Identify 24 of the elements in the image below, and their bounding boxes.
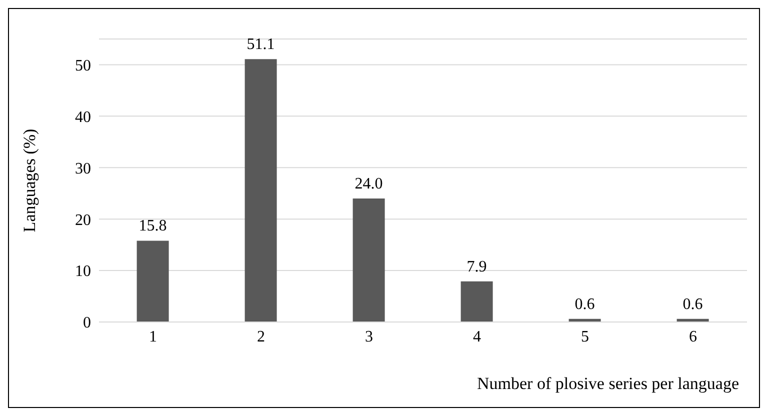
data-label: 51.1 — [246, 36, 275, 54]
data-label: 7.9 — [466, 258, 487, 276]
x-tick-label: 3 — [365, 328, 373, 346]
data-label: 0.6 — [682, 296, 703, 313]
data-label: 24.0 — [354, 176, 383, 193]
x-tick-label: 5 — [581, 328, 589, 346]
x-tick-label: 6 — [689, 328, 697, 346]
y-tick-label: 40 — [75, 108, 91, 126]
x-tick-label: 1 — [149, 328, 157, 346]
bar — [460, 281, 493, 322]
data-label: 15.8 — [138, 218, 167, 235]
y-tick-label: 20 — [75, 212, 91, 229]
y-tick-label: 0 — [83, 314, 91, 332]
x-axis-title: Number of plosive series per language — [477, 374, 739, 393]
y-tick-label: 30 — [75, 160, 91, 178]
y-tick-label: 50 — [75, 57, 91, 74]
x-tick-label: 2 — [257, 328, 265, 346]
bar — [352, 198, 385, 322]
y-axis-title: Languages (%) — [20, 128, 40, 232]
bar — [244, 59, 277, 322]
x-tick-label: 4 — [473, 328, 481, 346]
y-tick-label: 10 — [75, 263, 91, 280]
data-label: 0.6 — [574, 296, 595, 313]
bar — [136, 240, 169, 322]
